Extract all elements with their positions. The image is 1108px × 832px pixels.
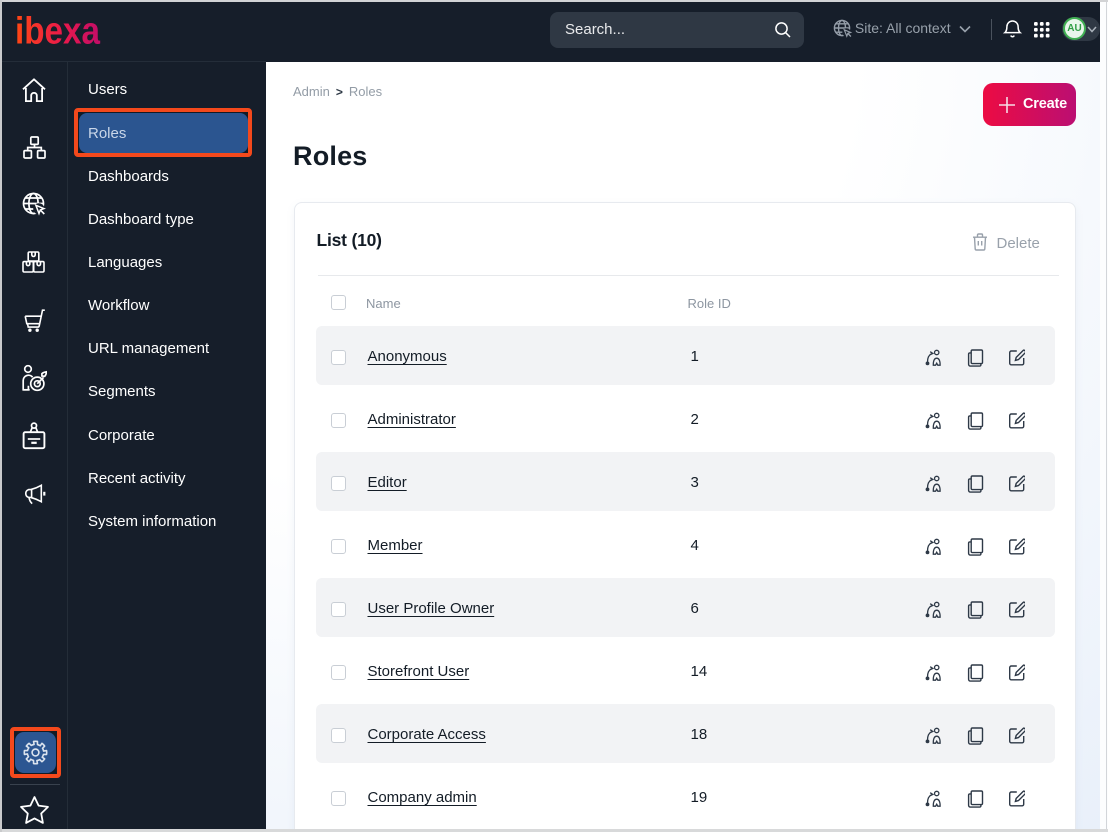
svg-text:ibexa: ibexa bbox=[15, 11, 101, 53]
